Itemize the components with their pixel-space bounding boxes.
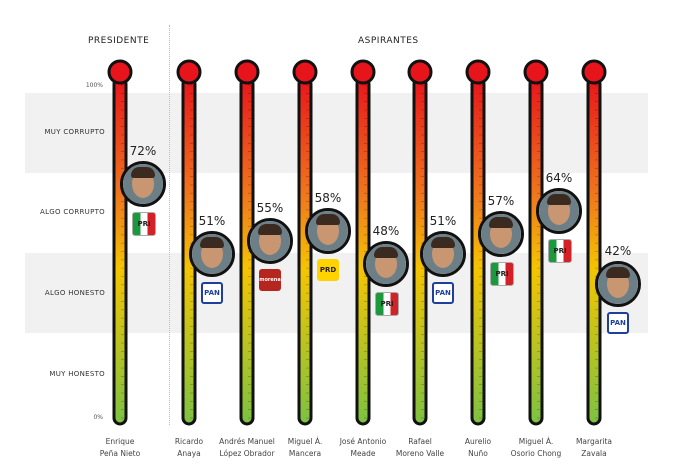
candidate-name-line: Andrés Manuel [219,437,275,446]
party-logo-prd: PRD [317,258,339,281]
thermometer-bulb [523,59,549,85]
candidate-name-line: Rafael [408,437,432,446]
candidate-name-line: Nuño [468,449,488,458]
candidate-name-line: Miguel Á. [287,437,323,446]
candidate-name-line: Anaya [177,449,201,458]
candidate-photo [305,207,351,254]
divider [169,25,170,425]
category-algo-corrupto: ALGO CORRUPTO [39,208,105,216]
thermometer [107,59,133,426]
candidate-name-line: Zavala [581,449,607,458]
candidate-name-line: Enrique [105,437,135,446]
candidate-photo [120,161,166,208]
thermometer-bulb [407,59,433,85]
candidate-name: Aurelio Nuño [438,436,518,460]
candidate-name-line: Ricardo [174,437,204,446]
thermometer [581,59,607,426]
party-logo-pri: PRI [132,212,156,237]
candidate-name-line: Osorio Chong [510,449,562,458]
thermometer-bulb [107,59,133,85]
header-candidates: ASPIRANTES [358,36,419,46]
thermometer-bulb [465,59,491,85]
thermometer [523,59,549,426]
candidate-name: Margarita Zavala [554,436,634,460]
percent-label: 57% [487,194,515,209]
percent-label: 51% [429,214,457,229]
candidate-photo [247,217,293,264]
thermometer-bulb [234,59,260,85]
candidate-photo [595,261,641,308]
header-president: PRESIDENTE [88,36,150,46]
candidate-name-line: Margarita [575,437,613,446]
percent-label: 58% [314,190,342,205]
candidate-name-line: Peña Nieto [99,449,141,458]
candidate-name: Miguel Á. Osorio Chong [496,436,576,460]
candidate-name: Rafael Moreno Valle [380,436,460,460]
candidate-photo [478,211,524,258]
thermometer-tube [528,76,544,426]
category-muy-corrupto: MUY CORRUPTO [44,128,105,136]
thermometer-bulb [292,59,318,85]
tick-100: 100% [85,82,103,89]
thermometer [350,59,376,426]
party-logo-pan: PAN [201,282,223,305]
candidate-photo [420,231,466,278]
category-algo-honesto: ALGO HONESTO [44,289,105,297]
candidate-name-line: Miguel Á. [518,437,554,446]
candidate-photo [363,241,409,288]
percent-label: 42% [604,244,632,259]
candidate-photo [189,231,235,278]
candidate-name-line: López Obrador [219,449,275,458]
party-logo-pan: PAN [432,282,454,305]
candidate-photo [536,187,582,234]
party-logo-morena: morena [259,268,281,291]
candidate-name-line: Meade [350,449,376,458]
candidate-name-line: Aurelio [464,437,492,446]
candidate-name-line: José Antonio [339,437,387,446]
tick-0: 0% [93,414,103,421]
thermometer [292,59,318,426]
thermometer-tube [297,76,313,426]
party-logo-pri: PRI [490,262,514,287]
band-muy-corrupto [25,93,648,173]
percent-label: 51% [198,214,226,229]
candidate-name-line: Moreno Valle [395,449,445,458]
thermometer-tube [112,76,128,426]
candidate-name: Andrés Manuel López Obrador [207,436,287,460]
candidate-name: Ricardo Anaya [149,436,229,460]
percent-label: 55% [256,200,284,215]
thermometer-bulb [176,59,202,85]
party-logo-pan: PAN [607,312,629,335]
candidate-name-line: Mancera [288,449,322,458]
candidate-name: Miguel Á. Mancera [265,436,345,460]
candidate-name: Enrique Peña Nieto [80,436,160,460]
party-logo-pri: PRI [375,292,399,317]
thermometer [234,59,260,426]
candidate-name: José Antonio Meade [323,436,403,460]
percent-label: 48% [372,224,400,239]
percent-label: 64% [545,170,573,185]
thermometer-bulb [581,59,607,85]
party-logo-pri: PRI [548,238,572,263]
category-muy-honesto: MUY HONESTO [49,370,105,378]
percent-label: 72% [129,144,157,159]
thermometer-bulb [350,59,376,85]
